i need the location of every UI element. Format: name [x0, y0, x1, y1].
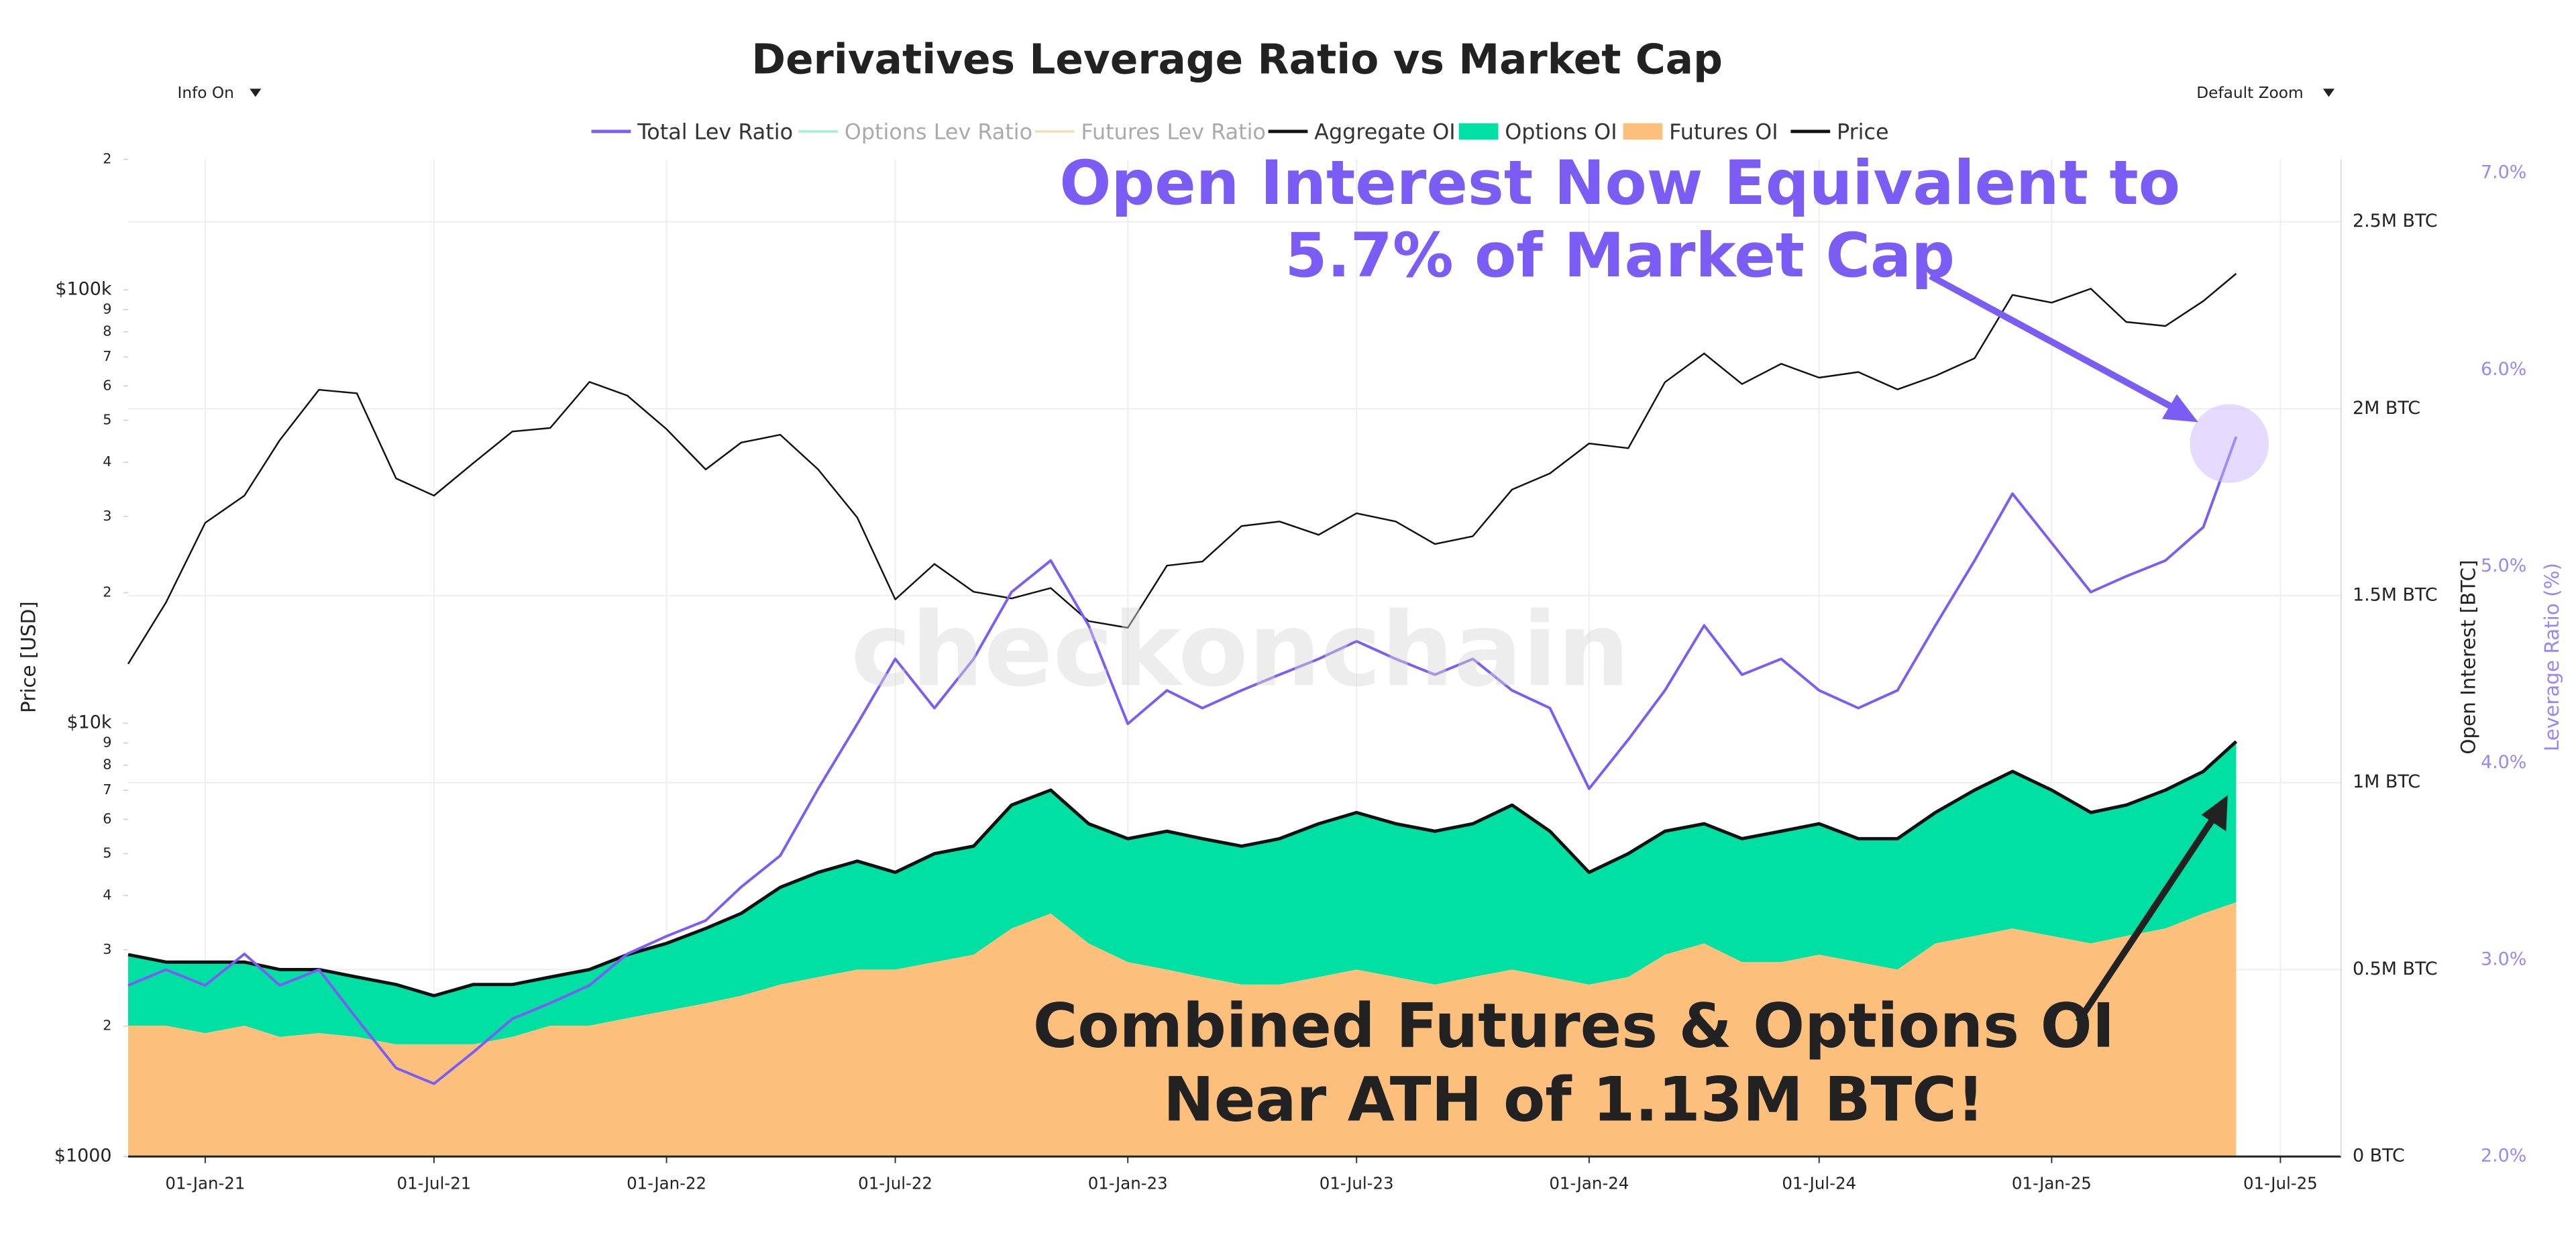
- y-tick-label: 5: [103, 412, 111, 428]
- annotation: 5.7% of Market Cap: [1285, 221, 1955, 291]
- y-tick-label: 9: [103, 735, 111, 751]
- y-tick-label: 3: [103, 508, 111, 524]
- legend: Total Lev Ratio Options Lev Ratio Futures …: [591, 119, 1889, 144]
- arrow-head: [2161, 394, 2198, 423]
- y-tick-label: 2: [103, 584, 111, 600]
- y-tick-label: $1000: [54, 1146, 112, 1166]
- x-tick-label: 01-Jul-22: [858, 1174, 932, 1193]
- y-tick-label: 5: [103, 845, 111, 861]
- x-tick-label: 01-Jul-21: [397, 1174, 472, 1193]
- arrow-head: [2201, 795, 2228, 832]
- watermark: checkonchain: [851, 590, 1629, 709]
- x-tick-label: 01-Jan-23: [1088, 1174, 1168, 1193]
- y2-tick-label: 1.5M BTC: [2353, 585, 2438, 606]
- y-tick-label: 4: [103, 453, 111, 470]
- line: [127, 740, 2238, 997]
- y-tick-label: 6: [103, 810, 111, 826]
- legend-item[interactable]: Options Lev Ratio: [845, 119, 1032, 144]
- x-tick-label: 01-Jan-24: [1549, 1174, 1629, 1193]
- legend-swatch: [1458, 123, 1499, 140]
- y2-tick-label: 2M BTC: [2353, 398, 2420, 419]
- chart-title: Derivatives Leverage Ratio vs Market Cap: [751, 36, 1723, 84]
- x-tick-label: 01-Jan-25: [2012, 1174, 2092, 1193]
- y3-tick-label: 7.0%: [2481, 162, 2526, 183]
- x-tick-label: 01-Jan-21: [165, 1174, 245, 1193]
- annotations: Open Interest Now Equivalent to5.7% of M…: [1033, 148, 2180, 1136]
- y-tick-label: 4: [103, 887, 111, 903]
- x-tick-label: 01-Jul-23: [1320, 1174, 1394, 1193]
- legend-swatch: [1623, 123, 1663, 140]
- y-tick-label: 7: [103, 348, 111, 364]
- x-tick-label: 01-Jul-24: [1782, 1174, 1856, 1193]
- y2-tick-label: 0 BTC: [2353, 1146, 2405, 1166]
- axes: 01-Jan-21 01-Jul-21 01-Jan-22 01-Jul-22 01-J…: [54, 151, 2526, 1193]
- y3-tick-label: 3.0%: [2481, 948, 2526, 969]
- y3-tick-label: 4.0%: [2481, 752, 2526, 773]
- y-tick-label: 8: [103, 323, 111, 339]
- y-tick-label: 3: [103, 941, 111, 957]
- control-label[interactable]: Info On: [177, 84, 233, 102]
- y3-tick-label: 6.0%: [2481, 359, 2526, 380]
- legend-item[interactable]: Aggregate OI: [1314, 119, 1455, 144]
- y3-tick-label: 2.0%: [2481, 1146, 2526, 1166]
- y2-tick-label: 0.5M BTC: [2353, 959, 2438, 979]
- legend-item[interactable]: Total Lev Ratio: [637, 119, 793, 144]
- annotation: Near ATH of 1.13M BTC!: [1163, 1065, 1984, 1136]
- dropdown-icon[interactable]: [2322, 89, 2334, 97]
- control[interactable]: Default Zoom: [2196, 84, 2334, 102]
- y-tick-label: 2: [103, 151, 111, 167]
- highlight-circle: [2190, 404, 2269, 484]
- y-tick-label: $100k: [55, 279, 112, 300]
- annotation-arrow: [2075, 810, 2221, 1024]
- y2-axis-title: Open Interest [BTC]: [2457, 560, 2479, 755]
- annotation-arrow: [1929, 273, 2187, 417]
- legend-item[interactable]: Options OI: [1505, 119, 1617, 144]
- y2-tick-label: 1M BTC: [2353, 771, 2420, 792]
- area: [128, 741, 2237, 1044]
- legend-item[interactable]: Futures Lev Ratio: [1081, 119, 1265, 144]
- area: [128, 902, 2237, 1157]
- y-tick-label: 9: [103, 301, 111, 317]
- y-tick-label: 6: [103, 377, 111, 393]
- plot-area: [127, 272, 2238, 1157]
- y-tick-label: $10k: [67, 712, 112, 733]
- x-tick-label: 01-Jul-25: [2243, 1174, 2318, 1193]
- legend-item[interactable]: Futures OI: [1669, 119, 1778, 144]
- y-tick-label: 8: [103, 757, 111, 773]
- line: [127, 272, 2237, 665]
- y3-tick-label: 5.0%: [2481, 555, 2526, 576]
- dropdown-icon[interactable]: [250, 89, 262, 97]
- annotation: Open Interest Now Equivalent to: [1059, 148, 2180, 219]
- x-tick-label: 01-Jan-22: [627, 1174, 706, 1193]
- y3-axis-title: Leverage Ratio (%): [2540, 563, 2563, 751]
- y-tick-label: 7: [103, 781, 111, 798]
- y2-tick-label: 2.5M BTC: [2353, 211, 2438, 231]
- annotation: Combined Futures & Options OI: [1033, 991, 2115, 1061]
- y-axis-title: Price [USD]: [17, 601, 40, 713]
- y-tick-label: 2: [103, 1018, 111, 1034]
- legend-item[interactable]: Price: [1837, 119, 1889, 144]
- line: [127, 436, 2238, 1085]
- control[interactable]: Info On: [177, 84, 262, 102]
- control-label[interactable]: Default Zoom: [2196, 84, 2303, 102]
